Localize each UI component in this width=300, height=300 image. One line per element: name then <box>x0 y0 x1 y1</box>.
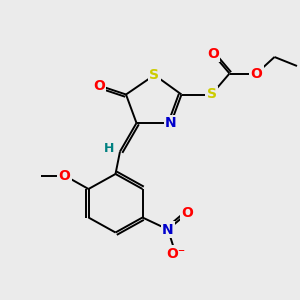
Text: N: N <box>165 116 177 130</box>
Text: H: H <box>103 142 114 155</box>
Text: O: O <box>250 67 262 80</box>
Text: S: S <box>149 68 160 82</box>
Text: O: O <box>182 206 194 220</box>
Text: S: S <box>206 88 217 101</box>
Text: O⁻: O⁻ <box>166 247 185 260</box>
Text: O: O <box>93 79 105 92</box>
Text: N: N <box>162 223 174 236</box>
Text: O: O <box>58 169 70 182</box>
Text: O: O <box>207 47 219 61</box>
